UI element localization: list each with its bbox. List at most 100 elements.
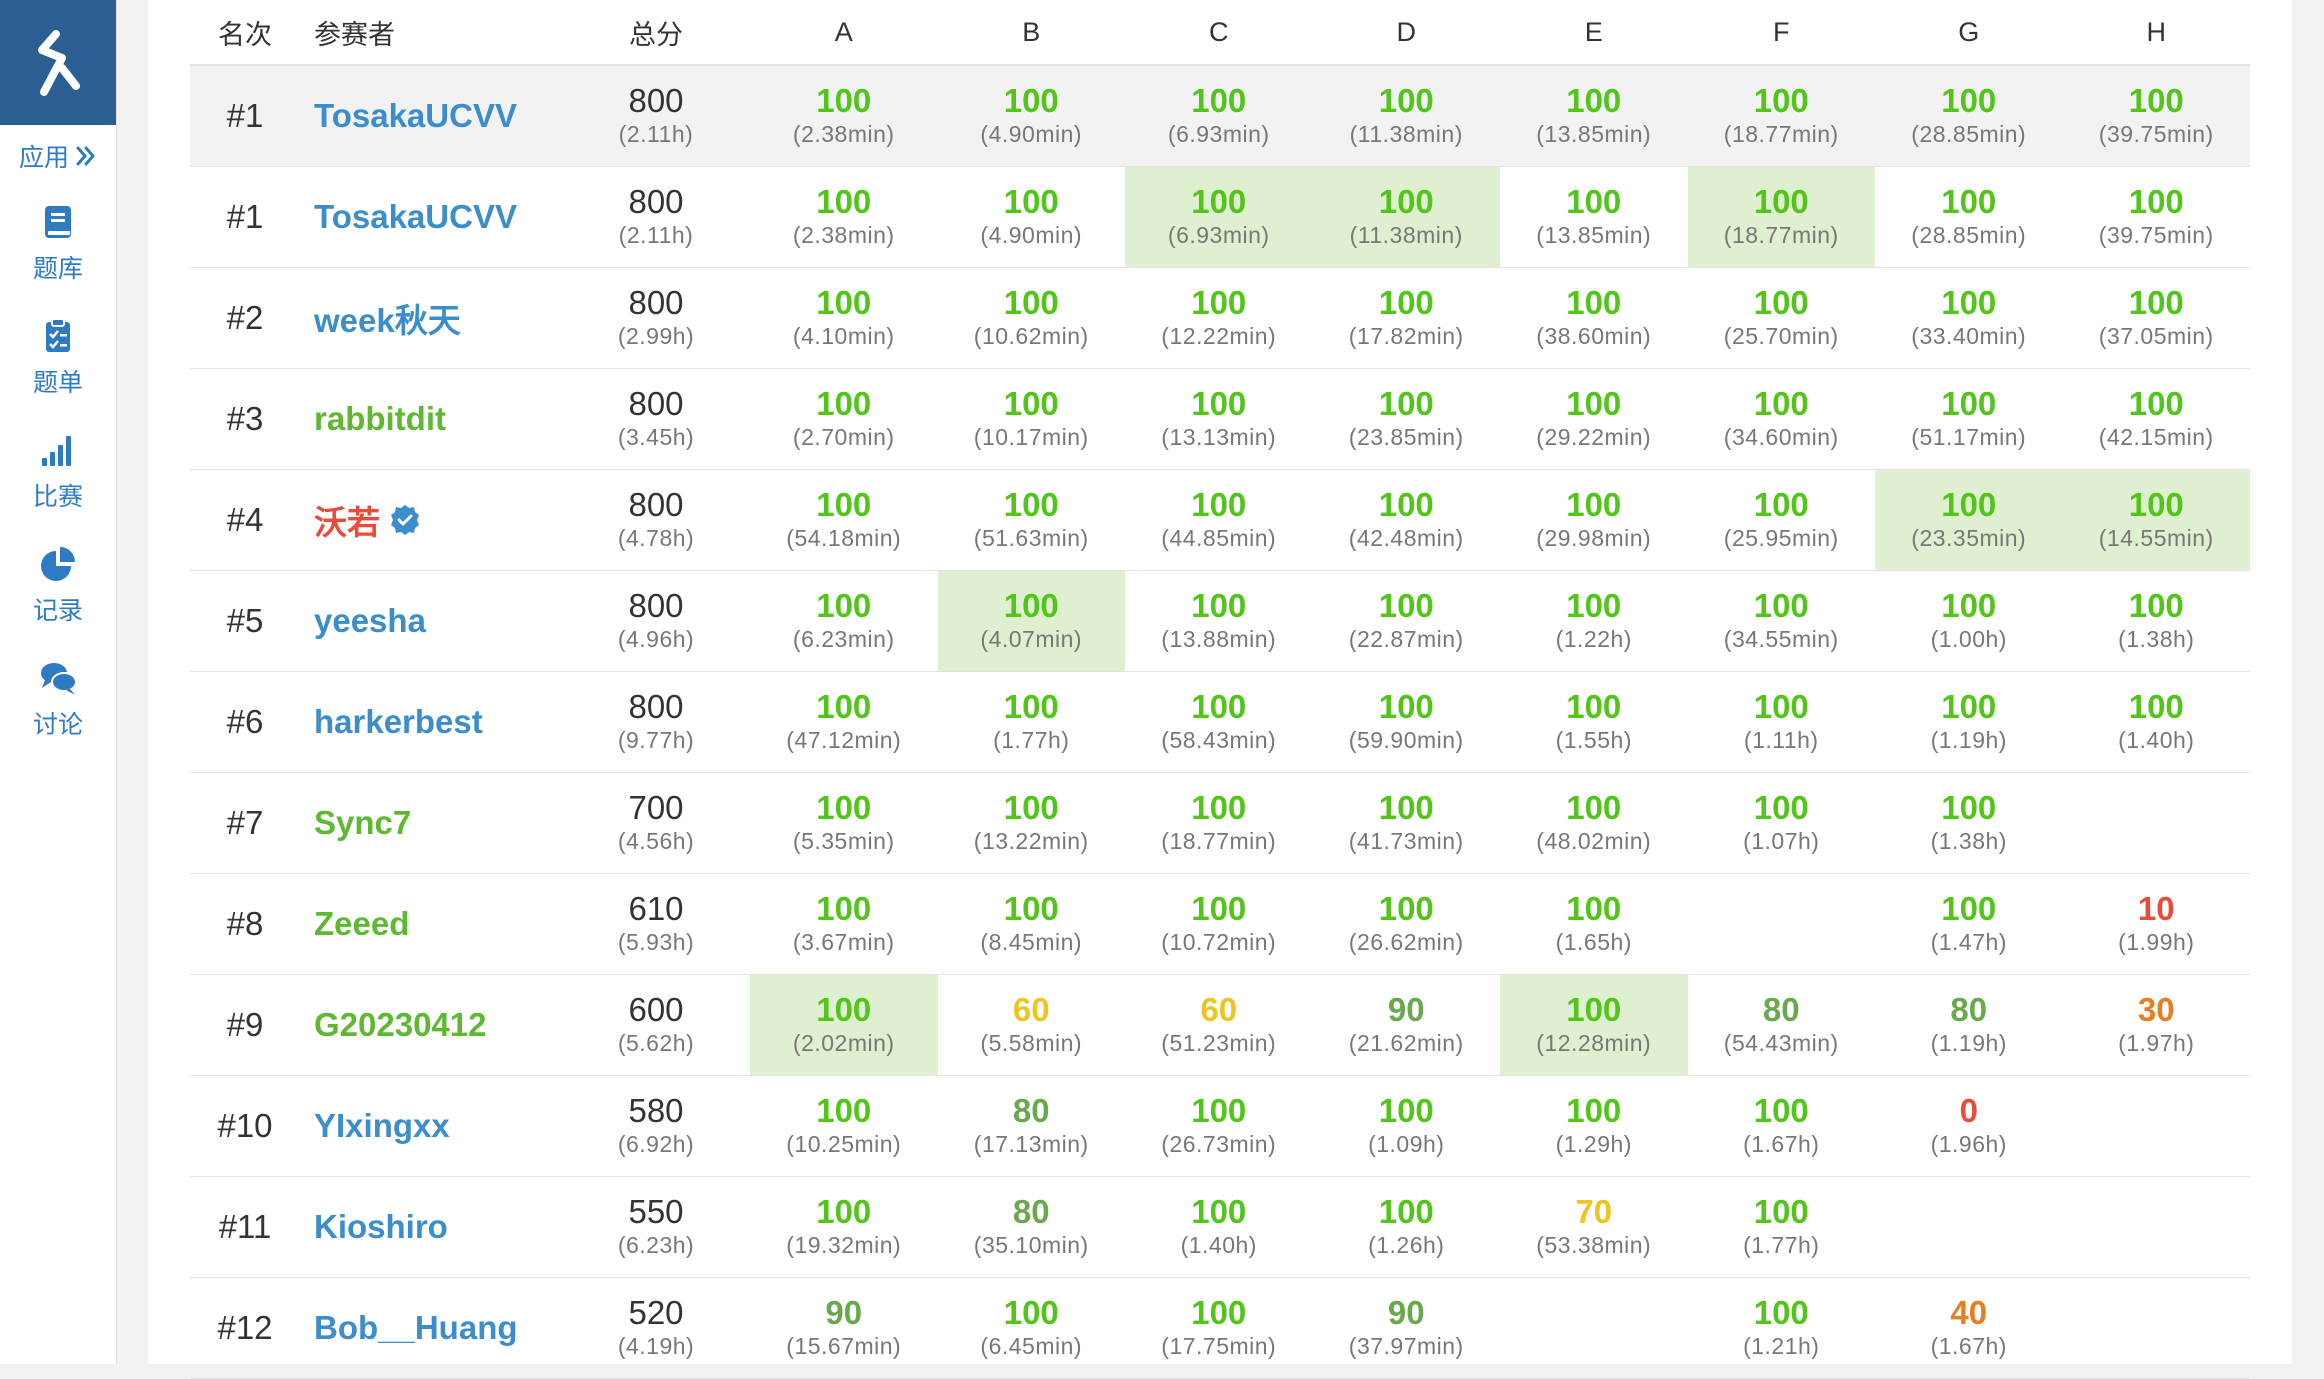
- nav-records[interactable]: 记录: [0, 529, 116, 643]
- problem-g-cell[interactable]: 100 (1.19h): [1875, 672, 2063, 772]
- problem-b-cell[interactable]: 100 (4.90min): [938, 66, 1126, 166]
- problem-f-cell[interactable]: 100 (1.21h): [1688, 1278, 1876, 1378]
- problem-b-cell[interactable]: 60 (5.58min): [938, 975, 1126, 1075]
- problem-a-cell[interactable]: 100 (3.67min): [750, 874, 938, 974]
- header-problem-c[interactable]: C: [1209, 16, 1229, 47]
- problem-e-cell[interactable]: 70 (53.38min): [1500, 1177, 1688, 1277]
- problem-d-cell[interactable]: 100 (11.38min): [1312, 167, 1500, 267]
- problem-b-cell[interactable]: 100 (51.63min): [938, 470, 1126, 570]
- problem-e-cell[interactable]: 100 (12.28min): [1500, 975, 1688, 1075]
- problem-c-cell[interactable]: 100 (26.73min): [1125, 1076, 1313, 1176]
- problem-d-cell[interactable]: 100 (59.90min): [1313, 672, 1501, 772]
- participant-link[interactable]: Kioshiro: [314, 1208, 448, 1245]
- apps-toggle[interactable]: 应用: [0, 125, 116, 187]
- problem-f-cell[interactable]: 100 (18.77min): [1688, 66, 1876, 166]
- problem-a-cell[interactable]: 90 (15.67min): [750, 1278, 938, 1378]
- nav-contests[interactable]: 比赛: [0, 415, 116, 529]
- problem-b-cell[interactable]: 100 (13.22min): [938, 773, 1126, 873]
- problem-d-cell[interactable]: 90 (37.97min): [1313, 1278, 1501, 1378]
- problem-b-cell[interactable]: 80 (35.10min): [938, 1177, 1126, 1277]
- problem-c-cell[interactable]: 100 (13.88min): [1125, 571, 1313, 671]
- problem-f-cell[interactable]: 80 (54.43min): [1688, 975, 1876, 1075]
- problem-g-cell[interactable]: 40 (1.67h): [1875, 1278, 2063, 1378]
- problem-h-cell[interactable]: 100 (14.55min): [2062, 470, 2250, 570]
- problem-e-cell[interactable]: 100 (13.85min): [1500, 167, 1688, 267]
- problem-b-cell[interactable]: 100 (8.45min): [938, 874, 1126, 974]
- problem-h-cell[interactable]: 100 (1.40h): [2063, 672, 2251, 772]
- problem-c-cell[interactable]: 100 (1.40h): [1125, 1177, 1313, 1277]
- problem-e-cell[interactable]: 100 (38.60min): [1500, 268, 1688, 368]
- problem-f-cell[interactable]: 100 (1.11h): [1688, 672, 1876, 772]
- problem-g-cell[interactable]: 0 (1.96h): [1875, 1076, 2063, 1176]
- problem-g-cell[interactable]: 100 (33.40min): [1875, 268, 2063, 368]
- problem-f-cell[interactable]: 100 (1.77h): [1688, 1177, 1876, 1277]
- nav-problem-lists[interactable]: 题单: [0, 301, 116, 415]
- problem-g-cell[interactable]: 100 (23.35min): [1875, 470, 2063, 570]
- problem-f-cell[interactable]: 100 (34.55min): [1688, 571, 1876, 671]
- problem-g-cell[interactable]: 100 (1.00h): [1875, 571, 2063, 671]
- problem-e-cell[interactable]: 100 (1.22h): [1500, 571, 1688, 671]
- participant-link[interactable]: Sync7: [314, 804, 412, 841]
- problem-d-cell[interactable]: 100 (42.48min): [1313, 470, 1501, 570]
- problem-d-cell[interactable]: 100 (11.38min): [1313, 66, 1501, 166]
- problem-f-cell[interactable]: 100 (25.95min): [1688, 470, 1876, 570]
- participant-link[interactable]: Zeeed: [314, 905, 410, 942]
- problem-d-cell[interactable]: 100 (41.73min): [1313, 773, 1501, 873]
- problem-h-cell[interactable]: 100 (42.15min): [2063, 369, 2251, 469]
- problem-c-cell[interactable]: 100 (12.22min): [1125, 268, 1313, 368]
- problem-d-cell[interactable]: 100 (17.82min): [1313, 268, 1501, 368]
- problem-e-cell[interactable]: 100 (1.65h): [1500, 874, 1688, 974]
- nav-problems[interactable]: 题库: [0, 187, 116, 301]
- problem-e-cell[interactable]: 100 (29.98min): [1500, 470, 1688, 570]
- problem-a-cell[interactable]: 100 (2.38min): [750, 167, 938, 267]
- problem-g-cell[interactable]: 80 (1.19h): [1875, 975, 2063, 1075]
- problem-b-cell[interactable]: 100 (10.62min): [938, 268, 1126, 368]
- problem-d-cell[interactable]: 100 (1.09h): [1313, 1076, 1501, 1176]
- problem-a-cell[interactable]: 100 (10.25min): [750, 1076, 938, 1176]
- problem-a-cell[interactable]: 100 (2.70min): [750, 369, 938, 469]
- problem-a-cell[interactable]: 100 (2.38min): [750, 66, 938, 166]
- problem-b-cell[interactable]: 80 (17.13min): [938, 1076, 1126, 1176]
- problem-b-cell[interactable]: 100 (10.17min): [938, 369, 1126, 469]
- problem-d-cell[interactable]: 100 (26.62min): [1313, 874, 1501, 974]
- problem-g-cell[interactable]: 100 (28.85min): [1875, 66, 2063, 166]
- problem-a-cell[interactable]: 100 (5.35min): [750, 773, 938, 873]
- problem-c-cell[interactable]: 100 (13.13min): [1125, 369, 1313, 469]
- problem-e-cell[interactable]: 100 (29.22min): [1500, 369, 1688, 469]
- problem-e-cell[interactable]: 100 (1.29h): [1500, 1076, 1688, 1176]
- problem-c-cell[interactable]: 100 (58.43min): [1125, 672, 1313, 772]
- participant-link[interactable]: Bob__Huang: [314, 1309, 518, 1346]
- problem-g-cell[interactable]: 100 (51.17min): [1875, 369, 2063, 469]
- problem-h-cell[interactable]: 30 (1.97h): [2063, 975, 2251, 1075]
- problem-a-cell[interactable]: 100 (4.10min): [750, 268, 938, 368]
- site-logo[interactable]: [0, 0, 116, 125]
- participant-link[interactable]: yeesha: [314, 602, 426, 639]
- problem-h-cell[interactable]: 100 (37.05min): [2063, 268, 2251, 368]
- header-problem-d[interactable]: D: [1396, 16, 1417, 47]
- problem-f-cell[interactable]: 100 (34.60min): [1688, 369, 1876, 469]
- problem-b-cell[interactable]: 100 (4.90min): [938, 167, 1126, 267]
- problem-b-cell[interactable]: 100 (1.77h): [938, 672, 1126, 772]
- participant-link[interactable]: YIxingxx: [314, 1107, 450, 1144]
- participant-link[interactable]: 沃若: [314, 504, 380, 541]
- problem-g-cell[interactable]: 100 (1.47h): [1875, 874, 2063, 974]
- problem-f-cell[interactable]: 100 (1.07h): [1688, 773, 1876, 873]
- header-problem-h[interactable]: H: [2146, 16, 2167, 47]
- problem-f-cell[interactable]: 100 (25.70min): [1688, 268, 1876, 368]
- problem-g-cell[interactable]: 100 (1.38h): [1875, 773, 2063, 873]
- problem-f-cell[interactable]: 100 (1.67h): [1688, 1076, 1876, 1176]
- problem-h-cell[interactable]: 100 (39.75min): [2063, 66, 2251, 166]
- participant-link[interactable]: rabbitdit: [314, 400, 446, 437]
- problem-g-cell[interactable]: 100 (28.85min): [1875, 167, 2063, 267]
- problem-a-cell[interactable]: 100 (19.32min): [750, 1177, 938, 1277]
- problem-c-cell[interactable]: 100 (10.72min): [1125, 874, 1313, 974]
- participant-link[interactable]: TosakaUCVV: [314, 198, 517, 235]
- problem-d-cell[interactable]: 100 (23.85min): [1313, 369, 1501, 469]
- problem-a-cell[interactable]: 100 (6.23min): [750, 571, 938, 671]
- problem-f-cell[interactable]: 100 (18.77min): [1687, 167, 1875, 267]
- header-problem-f[interactable]: F: [1773, 16, 1790, 47]
- problem-c-cell[interactable]: 60 (51.23min): [1125, 975, 1313, 1075]
- problem-b-cell[interactable]: 100 (6.45min): [938, 1278, 1126, 1378]
- problem-a-cell[interactable]: 100 (47.12min): [750, 672, 938, 772]
- header-problem-g[interactable]: G: [1958, 16, 1980, 47]
